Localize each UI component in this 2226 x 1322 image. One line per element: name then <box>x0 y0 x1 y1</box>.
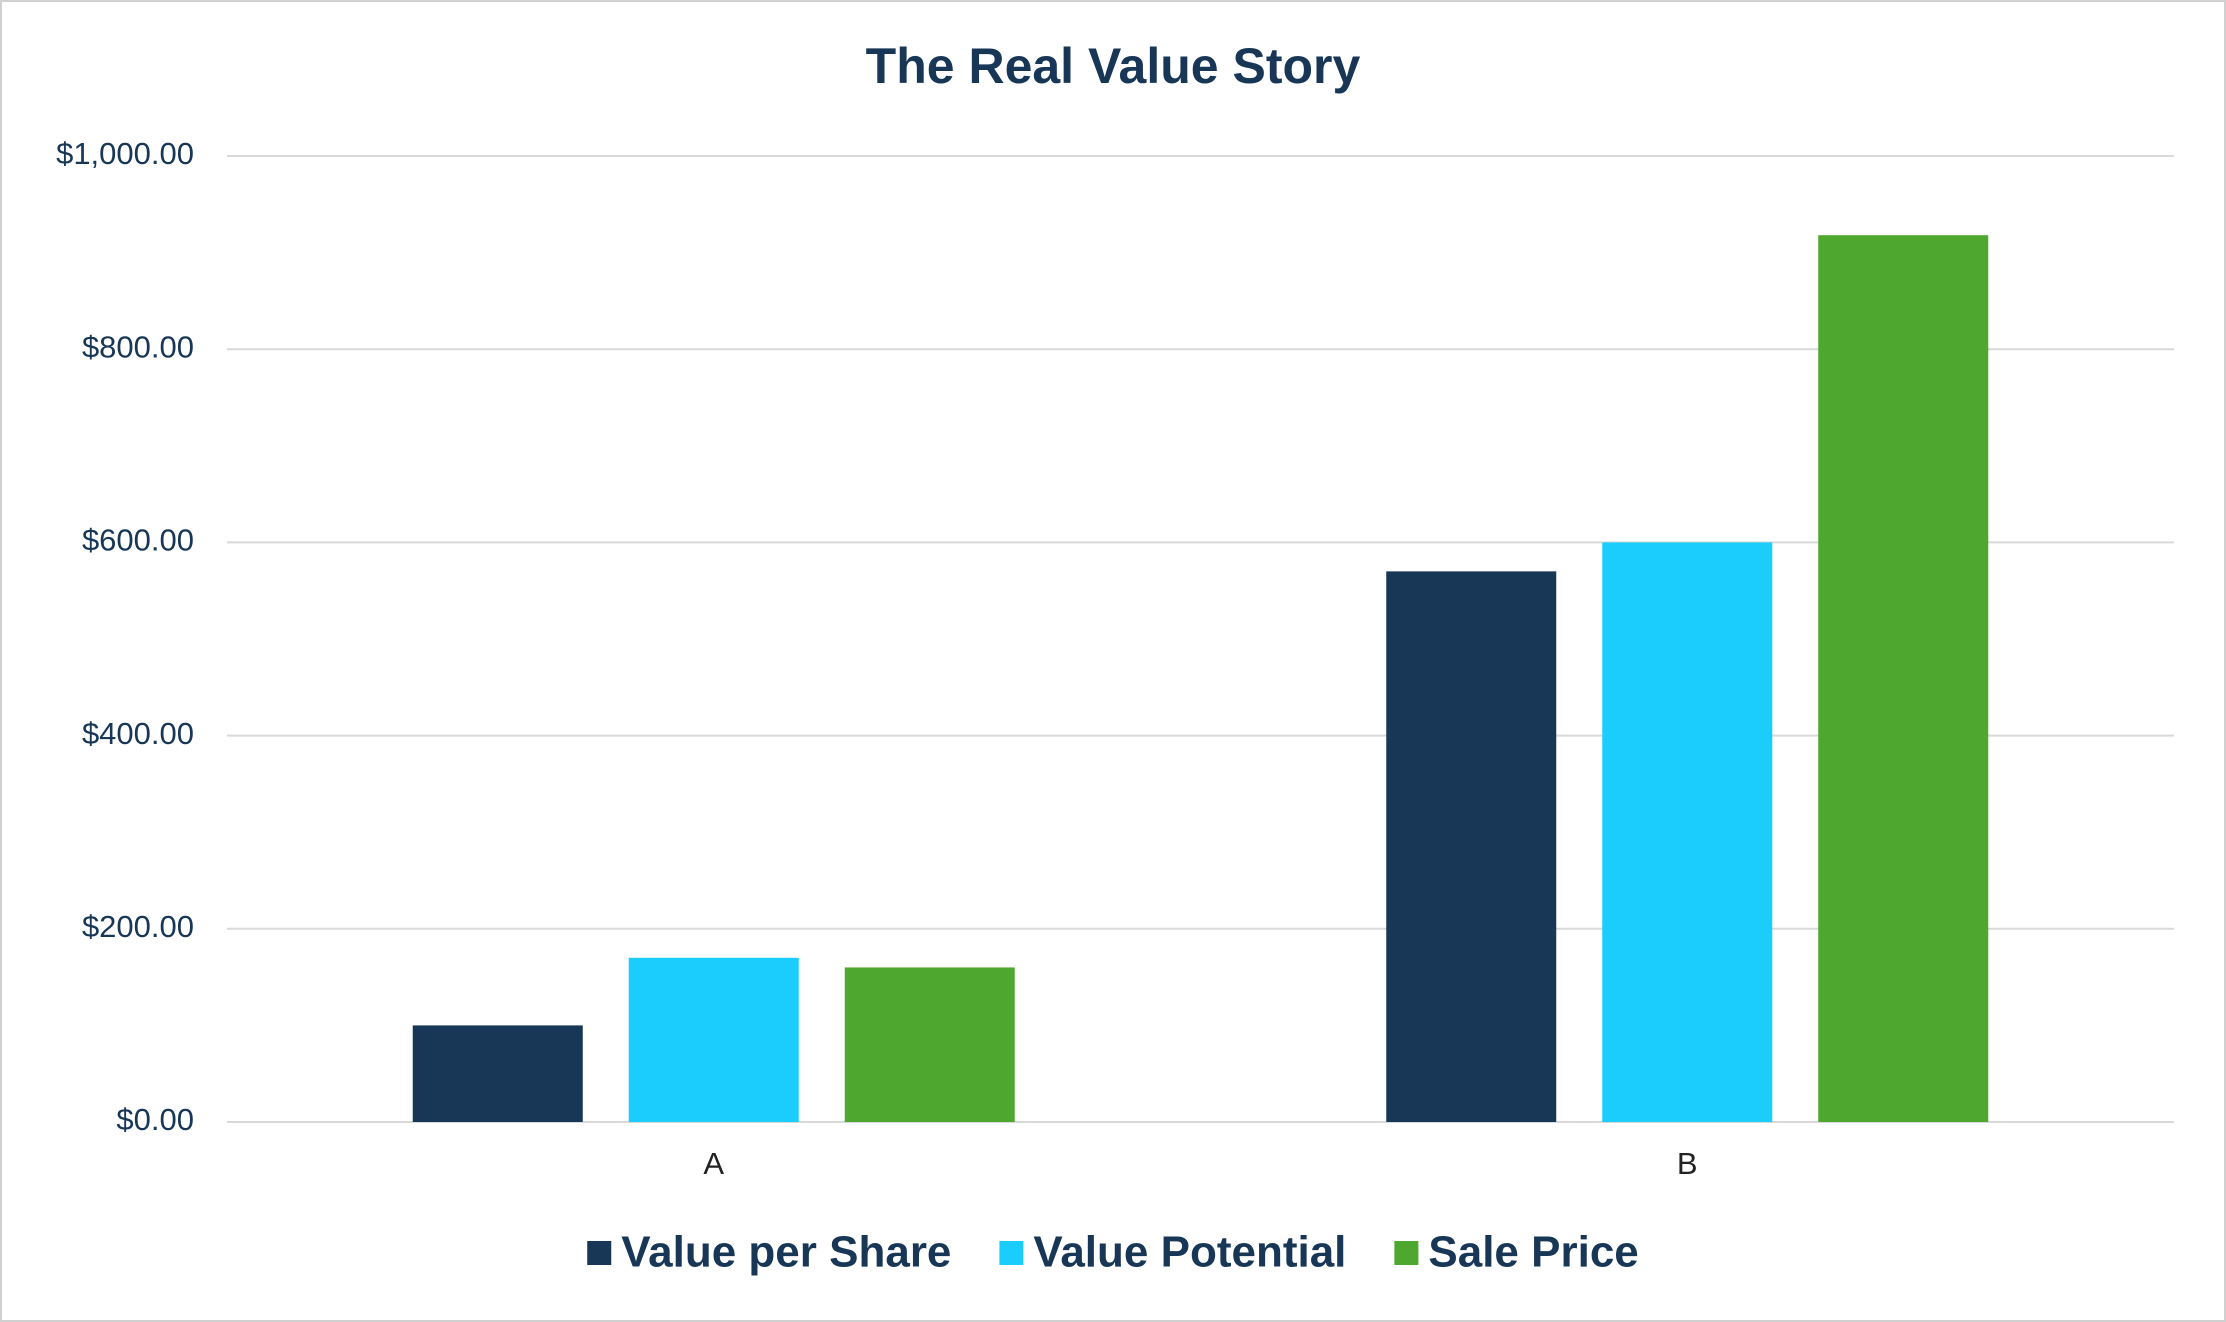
y-tick-label: $600.00 <box>82 523 194 558</box>
y-tick-label: $0.00 <box>116 1102 194 1137</box>
bar <box>412 1025 583 1122</box>
legend-swatch <box>1394 1241 1419 1265</box>
bar <box>1818 235 1989 1122</box>
legend-label: Value Potential <box>1033 1228 1346 1277</box>
legend-label: Value per Share <box>621 1228 951 1277</box>
bar <box>628 957 799 1122</box>
y-tick-label: $400.00 <box>82 716 194 751</box>
y-tick-label: $800.00 <box>82 329 194 364</box>
x-tick-label: B <box>1677 1146 1698 1181</box>
legend-swatch <box>587 1241 612 1265</box>
bar <box>844 967 1015 1122</box>
bar <box>1386 571 1557 1122</box>
bar <box>1602 542 1773 1122</box>
y-tick-label: $200.00 <box>82 909 194 944</box>
x-tick-label: A <box>703 1146 724 1181</box>
legend-swatch <box>999 1241 1024 1265</box>
legend-label: Sale Price <box>1428 1228 1638 1277</box>
y-tick-label: $1,000.00 <box>56 136 194 171</box>
chart-title: The Real Value Story <box>866 38 1361 94</box>
